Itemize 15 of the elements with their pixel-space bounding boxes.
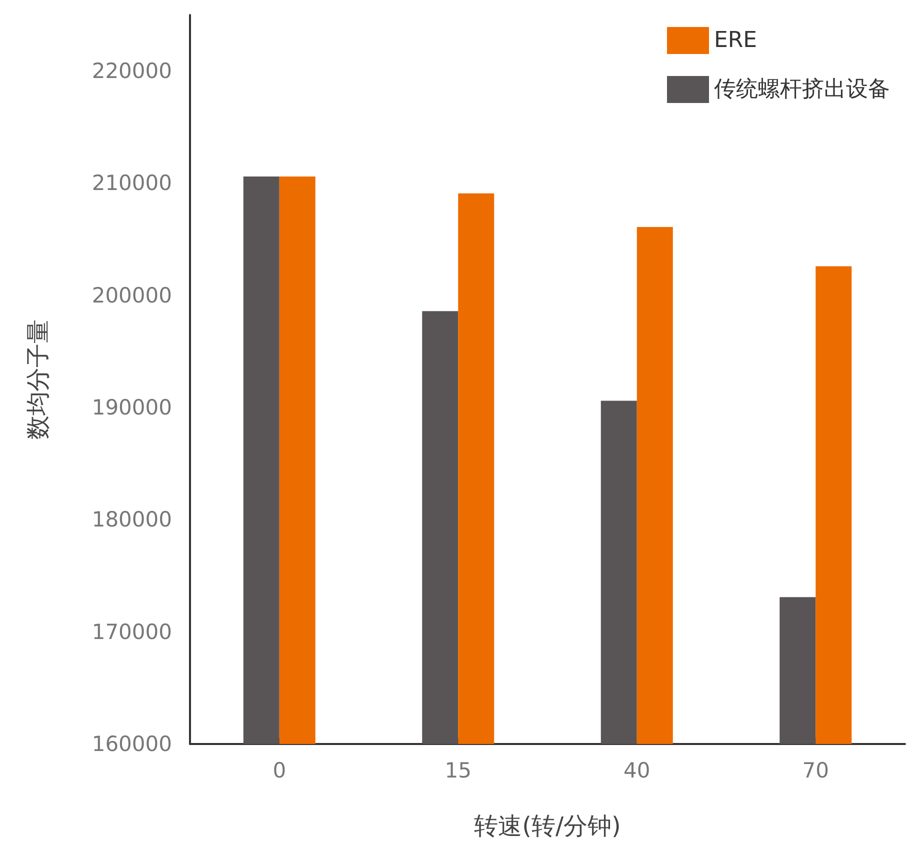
y-tick-label: 200000 (92, 283, 172, 308)
y-tick-label: 180000 (92, 508, 172, 532)
y-tick-label: 160000 (92, 732, 172, 756)
x-tick-label: 70 (802, 758, 829, 782)
y-tick-label: 170000 (92, 620, 172, 644)
x-tick-label: 0 (272, 758, 286, 782)
legend-label: ERE (714, 28, 758, 53)
y-axis-title: 数均分子量 (24, 320, 52, 440)
x-tick-label: 40 (624, 758, 650, 782)
x-tick-label: 15 (444, 758, 472, 782)
y-tick-label: 210000 (92, 171, 172, 196)
x-axis-title: 转速(转/分钟) (474, 812, 621, 840)
y-tick-label: 190000 (92, 396, 172, 420)
legend-label: 传统螺杆挤出设备 (714, 77, 890, 102)
y-tick-label: 220000 (92, 59, 172, 84)
